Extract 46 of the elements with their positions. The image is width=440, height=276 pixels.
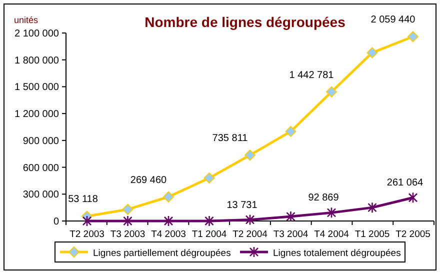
legend-label: Lignes totalement dégroupées <box>273 248 402 259</box>
x-tick-label: T3 2004 <box>273 229 308 240</box>
y-tick-label: 300 000 <box>22 190 60 201</box>
point <box>245 214 255 226</box>
point <box>122 204 134 215</box>
point <box>204 215 214 227</box>
point <box>408 192 418 204</box>
y-tick-label: 1 200 000 <box>14 109 60 120</box>
data-label: 53 118 <box>68 194 98 206</box>
legend-label: Lignes partiellement dégroupées <box>93 248 232 259</box>
y-tick-label: 1 800 000 <box>14 55 60 66</box>
point <box>244 150 256 161</box>
point <box>408 31 418 42</box>
data-label: 735 811 <box>212 133 248 144</box>
data-label: 92 869 <box>308 192 340 204</box>
data-label: 261 064 <box>386 178 424 189</box>
y-tick-label: 2 100 000 <box>14 28 60 40</box>
data-label: 2 059 440 <box>370 14 416 26</box>
data-label: 1 442 781 <box>289 70 334 81</box>
point <box>123 215 132 227</box>
data-label: 13 731 <box>226 200 258 211</box>
y-tick-label: 900 000 <box>22 136 60 147</box>
point <box>286 210 296 222</box>
x-tick-label: T3 2003 <box>110 229 146 240</box>
data-label: 269 460 <box>130 174 168 186</box>
x-tick-label: T2 2004 <box>232 229 268 240</box>
x-tick-label: T4 2003 <box>151 229 186 240</box>
point <box>326 207 336 218</box>
point <box>163 191 174 202</box>
chart-title: Nombre de lignes dégroupées <box>144 14 346 30</box>
x-tick-label: T1 2004 <box>192 229 227 240</box>
point <box>164 215 174 227</box>
y-tick-label: 1 500 000 <box>14 82 60 94</box>
x-tick-label: T2 2003 <box>70 229 104 240</box>
point <box>326 86 337 98</box>
point <box>366 47 378 58</box>
y-tick-label: 600 000 <box>22 162 60 174</box>
y-tick-label: 0 <box>53 216 60 228</box>
point <box>204 172 215 184</box>
x-tick-label: T4 2004 <box>314 229 349 240</box>
x-tick-label: T2 2005 <box>396 229 430 240</box>
point <box>285 126 296 137</box>
point <box>368 202 377 214</box>
point <box>82 215 92 227</box>
y-axis-title: unités <box>14 15 38 25</box>
x-tick-label: T1 2005 <box>354 229 390 240</box>
